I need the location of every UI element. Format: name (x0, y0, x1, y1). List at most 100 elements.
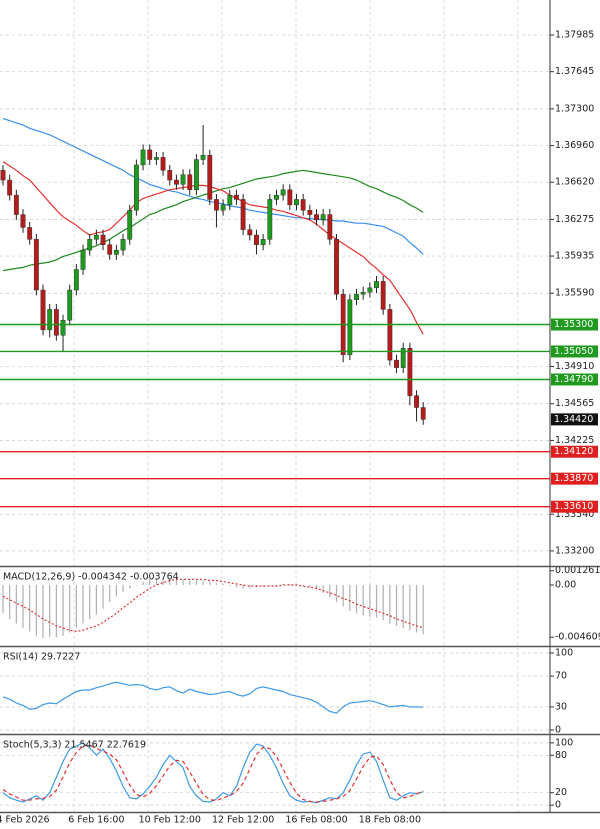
y-tick-label: 1.37645 (555, 66, 594, 77)
histogram-bar (62, 584, 64, 636)
y-tick-label: 0 (555, 724, 561, 735)
histogram-bar (102, 584, 104, 609)
candle-body (120, 239, 126, 251)
y-tick-label: 1.35590 (555, 288, 594, 299)
histogram-bar (142, 581, 144, 585)
y-tick-label: 1.34910 (555, 361, 594, 372)
candle-body (347, 299, 353, 355)
y-tick-label: 100 (555, 737, 573, 748)
x-tick-label: 4 Feb 2026 (0, 815, 50, 826)
histogram-bar (422, 584, 424, 635)
candle-body (87, 239, 93, 251)
candle-body (334, 239, 339, 295)
candle-body (307, 210, 313, 215)
candle-body (300, 199, 306, 211)
candle-body (174, 179, 179, 185)
y-tick-label: 1.36275 (555, 214, 594, 225)
candle-body (127, 210, 133, 240)
histogram-bar (315, 584, 318, 590)
candle-body (247, 229, 253, 236)
histogram-bar (289, 583, 291, 585)
histogram-bar (189, 579, 191, 585)
candle-body (0, 170, 6, 181)
candle-body (33, 239, 39, 291)
histogram-bar (275, 584, 278, 586)
level-tag (551, 318, 598, 331)
histogram-bar (249, 584, 251, 589)
x-tick-label: 6 Feb 16:00 (68, 815, 124, 826)
candle-body (80, 249, 86, 270)
candle-body (320, 214, 326, 221)
histogram-bar (309, 584, 311, 588)
candle-body (234, 194, 239, 200)
histogram-bar (242, 584, 244, 589)
y-tick-label: 30 (555, 701, 567, 712)
candle-body (40, 289, 46, 331)
candle-body (67, 289, 73, 321)
histogram-bar (362, 584, 364, 616)
candle-body (167, 170, 173, 181)
histogram-bar (75, 584, 77, 629)
histogram-bar (9, 584, 11, 619)
level-tag (551, 500, 598, 513)
histogram-bar (169, 578, 171, 585)
pane-title: MACD(12,26,9) -0.004342 -0.003764 (3, 572, 179, 583)
candle-body (367, 287, 373, 293)
histogram-bar (382, 584, 384, 621)
y-tick-label: 1.33540 (555, 509, 594, 520)
histogram-bar (89, 584, 91, 619)
histogram-bar (155, 578, 158, 585)
histogram-bar (322, 584, 324, 593)
candle-body (374, 281, 379, 289)
histogram-bar (15, 584, 17, 624)
y-tick-label: -0.004609 (555, 632, 600, 643)
candle-body (113, 249, 119, 255)
histogram-bar (69, 584, 71, 633)
histogram-bar (182, 579, 184, 585)
candle-body (267, 199, 273, 240)
candle-body (140, 149, 146, 166)
candle-body (160, 157, 166, 171)
candle-body (394, 359, 399, 368)
x-tick-label: 12 Feb 12:00 (212, 815, 274, 826)
candle-body (260, 239, 266, 245)
candle-body (147, 149, 153, 160)
y-tick-label: 1.36620 (555, 177, 594, 188)
candle-body (240, 199, 246, 230)
histogram-bar (415, 584, 418, 633)
candle-body (220, 204, 226, 211)
indicator-line (2, 161, 424, 335)
histogram-bar (302, 584, 304, 587)
histogram-bar (29, 584, 31, 632)
candle-body (27, 227, 33, 240)
y-tick-label: 1.34565 (555, 398, 594, 409)
candle-body (400, 348, 406, 368)
last-price-label: 1.34420 (554, 414, 593, 425)
candle-body (107, 244, 113, 255)
candle-body (227, 194, 233, 206)
histogram-bar (269, 584, 271, 587)
candle-body (187, 174, 193, 190)
histogram-bar (2, 584, 4, 614)
level-label: 1.35300 (554, 319, 593, 330)
histogram-bar (329, 584, 331, 598)
histogram-bar (149, 579, 151, 585)
level-label: 1.34790 (554, 374, 593, 385)
y-tick-label: 1.37300 (555, 103, 594, 114)
y-tick-label: 1.34225 (555, 435, 594, 446)
y-tick-label: 1.35935 (555, 251, 594, 262)
histogram-bar (55, 584, 57, 638)
candle-body (280, 189, 286, 196)
candle-body (414, 395, 419, 408)
indicator-line (2, 118, 424, 255)
last-price-tag (551, 413, 598, 426)
histogram-bar (129, 584, 131, 589)
candle-body (274, 194, 279, 200)
histogram-bar (82, 584, 84, 624)
candle-body (60, 319, 66, 336)
histogram-bar (135, 584, 137, 586)
candle-body (420, 407, 426, 420)
histogram-bar (409, 584, 411, 631)
histogram-bar (335, 584, 338, 602)
